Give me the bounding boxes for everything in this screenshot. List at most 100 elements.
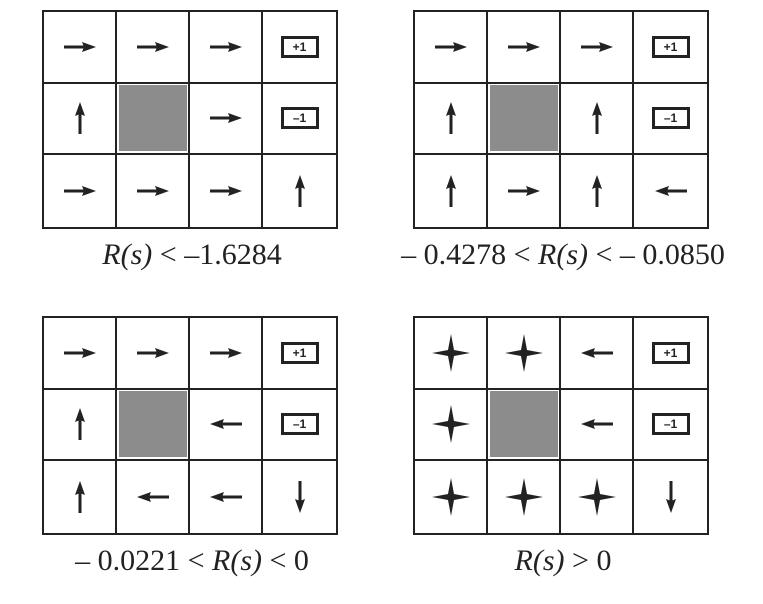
grid-cell — [117, 318, 190, 390]
reward-range-caption: R(s) < –1.6284 — [12, 238, 372, 272]
grid-cell: +1 — [634, 12, 707, 84]
grid-cell — [415, 318, 488, 390]
grid-cell — [190, 155, 263, 227]
arrow-right-icon — [133, 333, 173, 373]
arrow-left-icon — [206, 404, 246, 444]
grid-cell: –1 — [634, 390, 707, 462]
reward-range-caption: – 0.0221 < R(s) < 0 — [12, 544, 372, 578]
terminal-reward-positive: +1 — [280, 35, 319, 58]
arrow-right-icon — [577, 27, 617, 67]
four-way-arrow-icon — [577, 477, 617, 517]
grid-cell — [263, 155, 336, 227]
grid-cell — [190, 461, 263, 533]
arrow-right-icon — [504, 27, 544, 67]
arrow-up-icon — [280, 171, 320, 211]
grid-cell: +1 — [263, 12, 336, 84]
caption-suffix: < –1.6284 — [152, 238, 282, 271]
wall-block — [118, 391, 187, 458]
policy-grid: +1 –1 — [413, 10, 709, 229]
grid-cell — [117, 83, 190, 156]
grid-cell — [117, 155, 190, 227]
grid-cell — [117, 12, 190, 84]
four-way-arrow-icon — [504, 477, 544, 517]
grid-cell — [117, 461, 190, 533]
terminal-reward-positive: +1 — [651, 35, 690, 58]
grid-cell — [44, 12, 117, 84]
grid-cell — [488, 12, 561, 84]
arrow-right-icon — [206, 27, 246, 67]
grid-cell — [415, 12, 488, 84]
four-way-arrow-icon — [431, 404, 471, 444]
grid-cell — [44, 155, 117, 227]
grid-cell — [190, 389, 263, 462]
grid-cell — [488, 389, 561, 462]
grid-cell: –1 — [634, 84, 707, 156]
policy-grid: +1 –1 — [42, 316, 338, 535]
terminal-reward-positive: +1 — [280, 341, 319, 364]
grid-cell — [117, 389, 190, 462]
grid-cell — [561, 83, 634, 156]
arrow-left-icon — [577, 404, 617, 444]
grid-cell — [488, 461, 561, 533]
arrow-up-icon — [60, 404, 100, 444]
reward-range-caption: – 0.4278 < R(s) < – 0.0850 — [383, 238, 743, 272]
arrow-right-icon — [60, 171, 100, 211]
terminal-reward-positive: +1 — [651, 341, 690, 364]
wall-block — [489, 85, 558, 152]
grid-cell — [488, 318, 561, 390]
terminal-reward-negative: –1 — [280, 107, 319, 130]
grid-cell: +1 — [634, 318, 707, 390]
arrow-right-icon — [504, 171, 544, 211]
arrow-left-icon — [133, 477, 173, 517]
grid-cell — [634, 461, 707, 533]
caption-variable: R(s) — [102, 238, 153, 271]
arrow-down-icon — [651, 477, 691, 517]
arrow-up-icon — [577, 98, 617, 138]
caption-suffix: < 0 — [261, 544, 309, 577]
arrow-up-icon — [431, 98, 471, 138]
caption-suffix: > 0 — [564, 544, 612, 577]
caption-prefix: – 0.4278 < — [401, 238, 538, 271]
terminal-reward-negative: –1 — [280, 413, 319, 436]
wall-block — [489, 391, 558, 458]
grid-cell — [561, 155, 634, 227]
grid-cell — [415, 155, 488, 227]
arrow-right-icon — [133, 27, 173, 67]
grid-cell — [415, 461, 488, 533]
wall-block — [118, 85, 187, 152]
grid-cell — [561, 461, 634, 533]
arrow-up-icon — [431, 171, 471, 211]
arrow-right-icon — [206, 98, 246, 138]
arrow-right-icon — [60, 27, 100, 67]
grid-cell — [561, 318, 634, 390]
arrow-up-icon — [60, 477, 100, 517]
grid-cell — [44, 461, 117, 533]
terminal-reward-negative: –1 — [651, 107, 690, 130]
arrow-right-icon — [431, 27, 471, 67]
grid-cell: –1 — [263, 84, 336, 156]
arrow-right-icon — [206, 333, 246, 373]
grid-cell — [561, 389, 634, 462]
arrow-up-icon — [60, 98, 100, 138]
arrow-up-icon — [577, 171, 617, 211]
four-way-arrow-icon — [431, 477, 471, 517]
grid-cell — [561, 12, 634, 84]
arrow-left-icon — [577, 333, 617, 373]
four-way-arrow-icon — [504, 333, 544, 373]
arrow-right-icon — [133, 171, 173, 211]
policy-grid: +1 –1 — [42, 10, 338, 229]
grid-cell — [44, 83, 117, 156]
arrow-left-icon — [206, 477, 246, 517]
grid-cell — [634, 155, 707, 227]
grid-cell — [488, 155, 561, 227]
caption-variable: R(s) — [538, 238, 588, 271]
policy-grid: +1 –1 — [413, 316, 709, 535]
grid-cell — [263, 461, 336, 533]
grid-cell — [415, 83, 488, 156]
grid-cell — [190, 318, 263, 390]
arrow-left-icon — [651, 171, 691, 211]
grid-cell: +1 — [263, 318, 336, 390]
grid-cell — [488, 83, 561, 156]
four-way-arrow-icon — [431, 333, 471, 373]
arrow-right-icon — [206, 171, 246, 211]
